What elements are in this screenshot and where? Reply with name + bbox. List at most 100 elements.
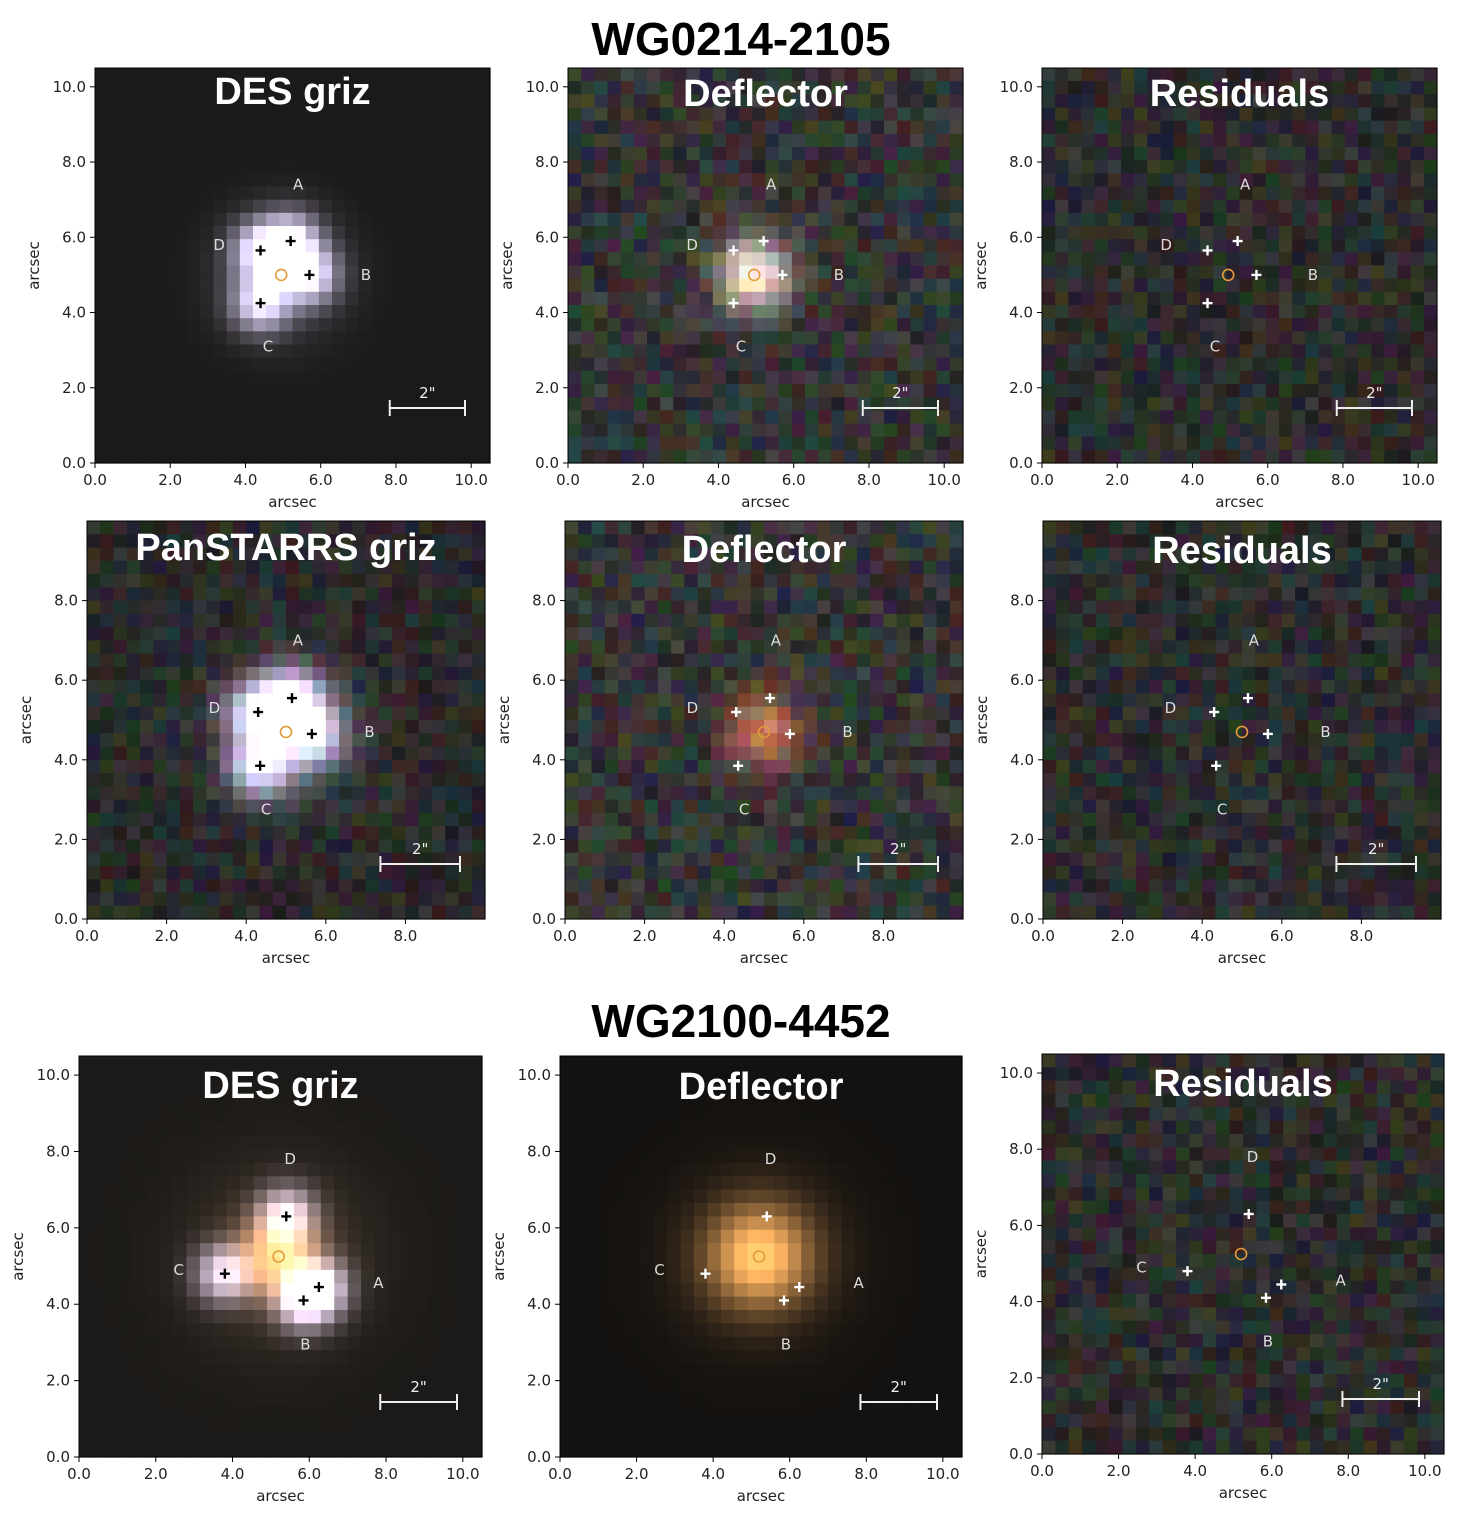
y-tick-label: 8.0 — [62, 153, 86, 171]
scale-bar: 2" — [1335, 384, 1413, 416]
y-tick-label: 4.0 — [46, 1295, 70, 1313]
image-label-d: D — [213, 236, 225, 254]
x-tick-label: 8.0 — [854, 1465, 878, 1483]
image-label-c: C — [1136, 1258, 1146, 1276]
sky-image — [1042, 1054, 1445, 1455]
x-tick-label: 8.0 — [1331, 471, 1355, 489]
y-tick-label: 8.0 — [535, 153, 559, 171]
y-tick-label: 4.0 — [535, 304, 559, 322]
image-label-c: C — [263, 337, 273, 355]
image-marker-d — [728, 245, 739, 256]
x-tick-label: 6.0 — [1270, 927, 1294, 945]
panel-1: 0.0 2.0 4.0 6.0 8.0 10.0 0.0 2.0 4.0 6.0 8.0 10.0 ar… — [25, 58, 500, 513]
image-label-d: D — [1247, 1148, 1259, 1166]
x-tick-label: 0.0 — [67, 1465, 91, 1483]
y-tick-label: 4.0 — [1009, 1293, 1033, 1311]
image-marker-d — [1243, 1209, 1254, 1219]
x-tick-label: 2.0 — [1105, 471, 1129, 489]
image-label-c: C — [739, 801, 749, 819]
x-tick-label: 4.0 — [1181, 471, 1205, 489]
heading-wg2100: WG2100-4452 — [591, 995, 891, 1047]
x-tick-label: 10.0 — [446, 1465, 479, 1483]
x-tick-label: 4.0 — [221, 1465, 245, 1483]
y-tick-label: 2.0 — [54, 830, 78, 848]
image-label-d: D — [687, 699, 699, 717]
image-marker-a — [764, 693, 775, 704]
lens-center-marker — [272, 1250, 285, 1263]
scale-bar: 2" — [861, 384, 939, 416]
image-label-a: A — [1249, 631, 1260, 649]
y-tick-label: 8.0 — [46, 1142, 70, 1160]
image-label-b: B — [1320, 723, 1330, 741]
y-tick-label: 6.0 — [1010, 671, 1034, 689]
image-marker-b — [778, 1295, 789, 1306]
y-tick-label: 0.0 — [1009, 1445, 1033, 1463]
x-tick-label: 6.0 — [1256, 471, 1280, 489]
x-tick-label: 2.0 — [1111, 927, 1135, 945]
y-tick-label: 2.0 — [532, 830, 556, 848]
image-marker-a — [285, 236, 296, 247]
panel-3: 0.0 2.0 4.0 6.0 8.0 10.0 0.0 2.0 4.0 6.0 8.0 10.0 ar… — [972, 58, 1447, 513]
image-label-c: C — [174, 1261, 184, 1279]
panel-title: Deflector — [683, 73, 848, 115]
image-marker-c — [700, 1268, 711, 1279]
y-tick-label: 0.0 — [54, 910, 78, 928]
sky-image — [79, 1056, 483, 1458]
x-tick-label: 4.0 — [1190, 927, 1214, 945]
y-tick-label: 10.0 — [1000, 78, 1033, 96]
x-tick-label: 8.0 — [374, 1465, 398, 1483]
x-axis-label: arcsec — [1219, 1484, 1268, 1502]
image-marker-a — [1276, 1279, 1287, 1290]
y-tick-label: 10.0 — [53, 78, 86, 96]
lens-center-marker — [1234, 1247, 1248, 1261]
image-marker-b — [298, 1295, 309, 1306]
y-tick-label: 8.0 — [1009, 1140, 1033, 1158]
x-tick-label: 8.0 — [857, 471, 881, 489]
x-tick-label: 4.0 — [707, 471, 731, 489]
x-axis-label: arcsec — [1218, 949, 1267, 967]
x-axis-label: arcsec — [262, 949, 311, 967]
lens-center-marker — [747, 268, 761, 282]
x-tick-label: 2.0 — [155, 927, 179, 945]
image-label-c: C — [1210, 337, 1220, 355]
panel-5: 0.0 2.0 4.0 6.0 8.0 0.0 2.0 4.0 6.0 8.0 arcsec arcs… — [495, 511, 973, 969]
y-tick-label: 0.0 — [1009, 454, 1033, 472]
image-label-b: B — [364, 723, 374, 741]
scale-bar: 2" — [379, 840, 461, 872]
sky-image — [95, 68, 491, 464]
x-tick-label: 10.0 — [454, 471, 487, 489]
sky-image — [565, 521, 964, 920]
image-marker-a — [794, 1282, 805, 1293]
image-marker-c — [1211, 760, 1222, 771]
x-tick-label: 4.0 — [234, 471, 258, 489]
y-tick-label: 2.0 — [1009, 1369, 1033, 1387]
x-tick-label: 10.0 — [927, 471, 960, 489]
image-label-a: A — [293, 176, 304, 194]
image-label-c: C — [736, 337, 746, 355]
y-tick-label: 6.0 — [535, 228, 559, 246]
image-marker-a — [758, 236, 769, 247]
x-tick-label: 2.0 — [625, 1465, 649, 1483]
panel-7: 0.0 2.0 4.0 6.0 8.0 10.0 0.0 2.0 4.0 6.0 8.0 10.0 ar… — [9, 1046, 492, 1507]
scale-bar: 2" — [859, 1378, 938, 1410]
y-tick-label: 0.0 — [1010, 910, 1034, 928]
x-tick-label: 2.0 — [144, 1465, 168, 1483]
x-tick-label: 2.0 — [1107, 1462, 1131, 1480]
lens-center-marker — [1221, 268, 1235, 282]
x-axis-label: arcsec — [1215, 493, 1264, 511]
image-marker-d — [1209, 707, 1220, 718]
y-tick-label: 4.0 — [527, 1295, 551, 1313]
x-tick-label: 0.0 — [1030, 471, 1054, 489]
panel-title: Deflector — [679, 1066, 844, 1108]
x-tick-label: 0.0 — [556, 471, 580, 489]
image-marker-b — [1262, 728, 1273, 739]
x-axis-label: arcsec — [268, 493, 317, 511]
image-label-a: A — [293, 631, 304, 649]
sky-image — [87, 521, 486, 920]
y-axis-label: arcsec — [972, 241, 990, 290]
x-tick-label: 8.0 — [1349, 927, 1373, 945]
image-marker-c — [255, 760, 266, 771]
scale-bar-label: 2" — [1366, 384, 1382, 402]
image-marker-a — [313, 1282, 324, 1293]
y-tick-label: 0.0 — [535, 454, 559, 472]
